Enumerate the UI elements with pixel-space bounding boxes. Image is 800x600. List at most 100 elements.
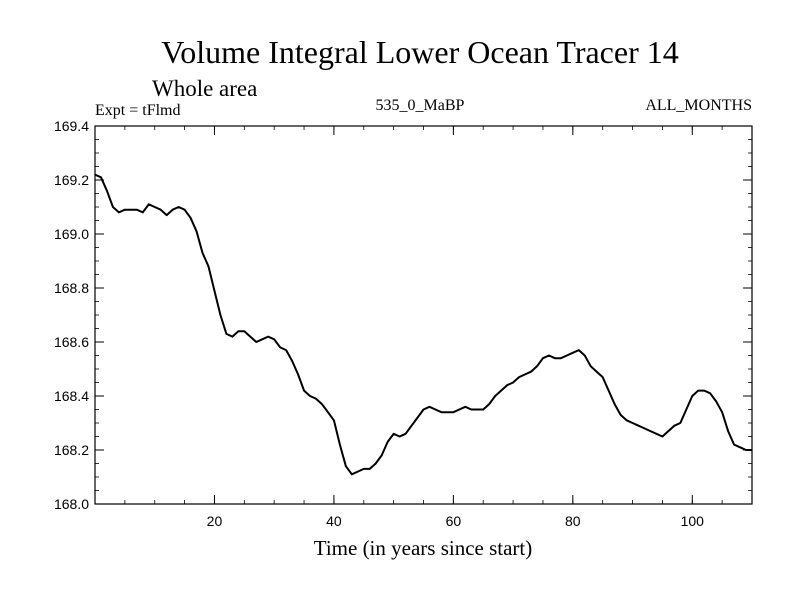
data-point xyxy=(387,441,389,443)
y-tick-label: 169.2 xyxy=(54,172,89,188)
y-tick-label: 168.4 xyxy=(54,388,89,404)
data-point xyxy=(166,214,168,216)
data-point xyxy=(178,206,180,208)
data-point xyxy=(106,190,108,192)
x-tick-label: 60 xyxy=(446,513,462,529)
y-tick-label: 168.2 xyxy=(54,442,89,458)
data-point xyxy=(554,357,556,359)
data-point xyxy=(130,209,132,211)
data-point xyxy=(548,354,550,357)
y-tick-label: 169.4 xyxy=(54,118,89,134)
period-label: 535_0_MaBP xyxy=(376,97,465,114)
series-layer xyxy=(94,173,753,476)
data-point xyxy=(279,346,281,348)
data-point xyxy=(745,449,747,451)
data-point xyxy=(363,468,365,470)
data-point xyxy=(655,433,658,435)
data-point xyxy=(715,400,717,402)
data-point xyxy=(542,357,544,359)
data-point xyxy=(172,209,174,211)
data-point xyxy=(578,349,580,351)
data-point xyxy=(404,433,407,435)
data-point xyxy=(213,290,216,292)
data-point xyxy=(261,338,263,340)
data-point xyxy=(207,265,210,267)
data-point xyxy=(584,354,586,357)
months-label: ALL_MONTHS xyxy=(645,97,752,114)
data-point xyxy=(351,473,353,475)
data-point xyxy=(416,417,419,419)
data-point xyxy=(428,406,431,408)
data-point xyxy=(273,338,275,340)
y-axis: 168.0 168.2 168.4 168.6 168.8 169.0 169.2 169.4 xyxy=(54,118,752,512)
data-point xyxy=(685,408,687,411)
data-point xyxy=(112,206,114,208)
data-point xyxy=(709,392,711,394)
data-point xyxy=(297,373,299,375)
data-point xyxy=(339,444,341,446)
data-point xyxy=(195,230,198,232)
data-point xyxy=(255,341,257,343)
data-point xyxy=(506,384,508,386)
data-point xyxy=(219,314,222,316)
data-point xyxy=(201,252,204,254)
data-point xyxy=(590,365,592,367)
chart-subtitle: Whole area xyxy=(152,76,257,101)
data-point xyxy=(285,349,287,351)
data-point xyxy=(237,330,239,332)
data-point xyxy=(333,419,335,421)
data-point xyxy=(566,354,568,357)
chart-title: Volume Integral Lower Ocean Tracer 14 xyxy=(161,34,678,70)
data-point xyxy=(673,425,675,427)
data-point xyxy=(393,433,395,435)
data-point xyxy=(440,411,443,413)
data-point xyxy=(375,462,377,465)
plot-frame xyxy=(94,125,753,505)
x-axis: 20 40 60 80 100 xyxy=(124,126,723,529)
data-point xyxy=(357,471,359,473)
data-point xyxy=(530,371,532,373)
data-point xyxy=(596,371,598,373)
x-tick-label: 20 xyxy=(207,513,223,529)
data-point xyxy=(142,211,144,213)
data-point xyxy=(327,411,329,413)
data-point xyxy=(667,430,669,432)
data-point xyxy=(637,425,640,427)
data-point xyxy=(183,209,186,211)
data-point xyxy=(225,333,227,335)
data-point xyxy=(649,430,652,432)
data-point xyxy=(399,435,401,438)
data-point xyxy=(452,411,454,413)
x-tick-label: 80 xyxy=(565,513,581,529)
y-tick-label: 168.0 xyxy=(54,496,89,512)
data-point xyxy=(691,395,693,397)
data-point xyxy=(494,395,496,397)
data-point xyxy=(189,217,192,219)
data-point xyxy=(422,408,425,411)
x-axis-label: Time (in years since start) xyxy=(314,536,533,560)
data-point xyxy=(446,411,448,413)
data-point xyxy=(679,422,681,424)
data-point xyxy=(315,398,317,400)
data-point xyxy=(136,209,138,211)
data-point xyxy=(249,336,251,338)
data-point xyxy=(608,390,610,392)
data-point xyxy=(625,419,628,421)
data-point xyxy=(470,408,472,411)
data-point xyxy=(458,408,460,411)
data-point xyxy=(631,422,634,424)
data-point xyxy=(512,381,514,384)
data-point xyxy=(434,408,437,411)
data-point xyxy=(560,357,562,359)
data-point xyxy=(697,390,699,392)
series-line xyxy=(94,173,752,476)
experiment-label: Expt = tFlmd xyxy=(95,102,180,119)
data-point xyxy=(721,411,723,413)
data-point xyxy=(572,352,574,354)
y-tick-label: 168.6 xyxy=(54,334,89,350)
data-point xyxy=(321,403,323,405)
data-point xyxy=(154,206,156,208)
data-point xyxy=(345,465,347,467)
x-tick-label: 100 xyxy=(681,513,705,529)
data-point xyxy=(369,468,371,470)
